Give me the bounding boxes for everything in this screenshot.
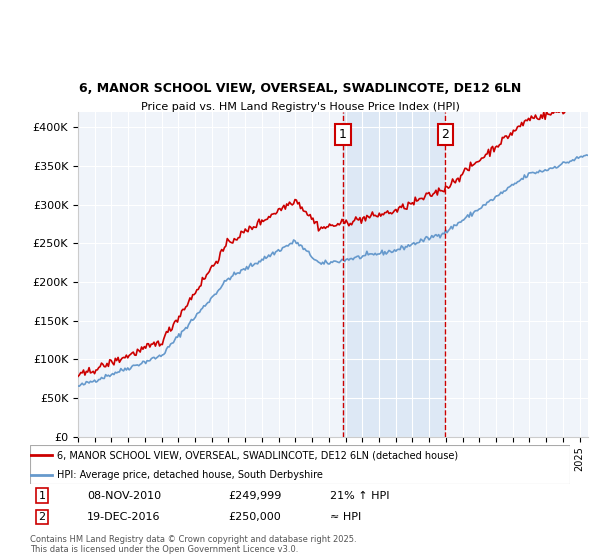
Text: 08-NOV-2010: 08-NOV-2010 [87, 491, 161, 501]
Text: 2: 2 [441, 128, 449, 141]
Text: HPI: Average price, detached house, South Derbyshire: HPI: Average price, detached house, Sout… [57, 470, 323, 479]
Text: 2: 2 [38, 512, 46, 522]
Text: 1: 1 [339, 128, 347, 141]
Bar [343, 112, 445, 437]
Text: £250,000: £250,000 [228, 512, 281, 522]
Text: 19-DEC-2016: 19-DEC-2016 [87, 512, 161, 522]
FancyBboxPatch shape [30, 445, 570, 484]
Text: £249,999: £249,999 [228, 491, 281, 501]
Text: 6, MANOR SCHOOL VIEW, OVERSEAL, SWADLINCOTE, DE12 6LN: 6, MANOR SCHOOL VIEW, OVERSEAL, SWADLINC… [79, 82, 521, 95]
Text: Price paid vs. HM Land Registry's House Price Index (HPI): Price paid vs. HM Land Registry's House … [140, 102, 460, 112]
Text: Contains HM Land Registry data © Crown copyright and database right 2025.
This d: Contains HM Land Registry data © Crown c… [30, 535, 356, 554]
Text: ≈ HPI: ≈ HPI [330, 512, 361, 522]
Text: 21% ↑ HPI: 21% ↑ HPI [330, 491, 389, 501]
Text: 1: 1 [38, 491, 46, 501]
Text: 6, MANOR SCHOOL VIEW, OVERSEAL, SWADLINCOTE, DE12 6LN (detached house): 6, MANOR SCHOOL VIEW, OVERSEAL, SWADLINC… [57, 450, 458, 460]
